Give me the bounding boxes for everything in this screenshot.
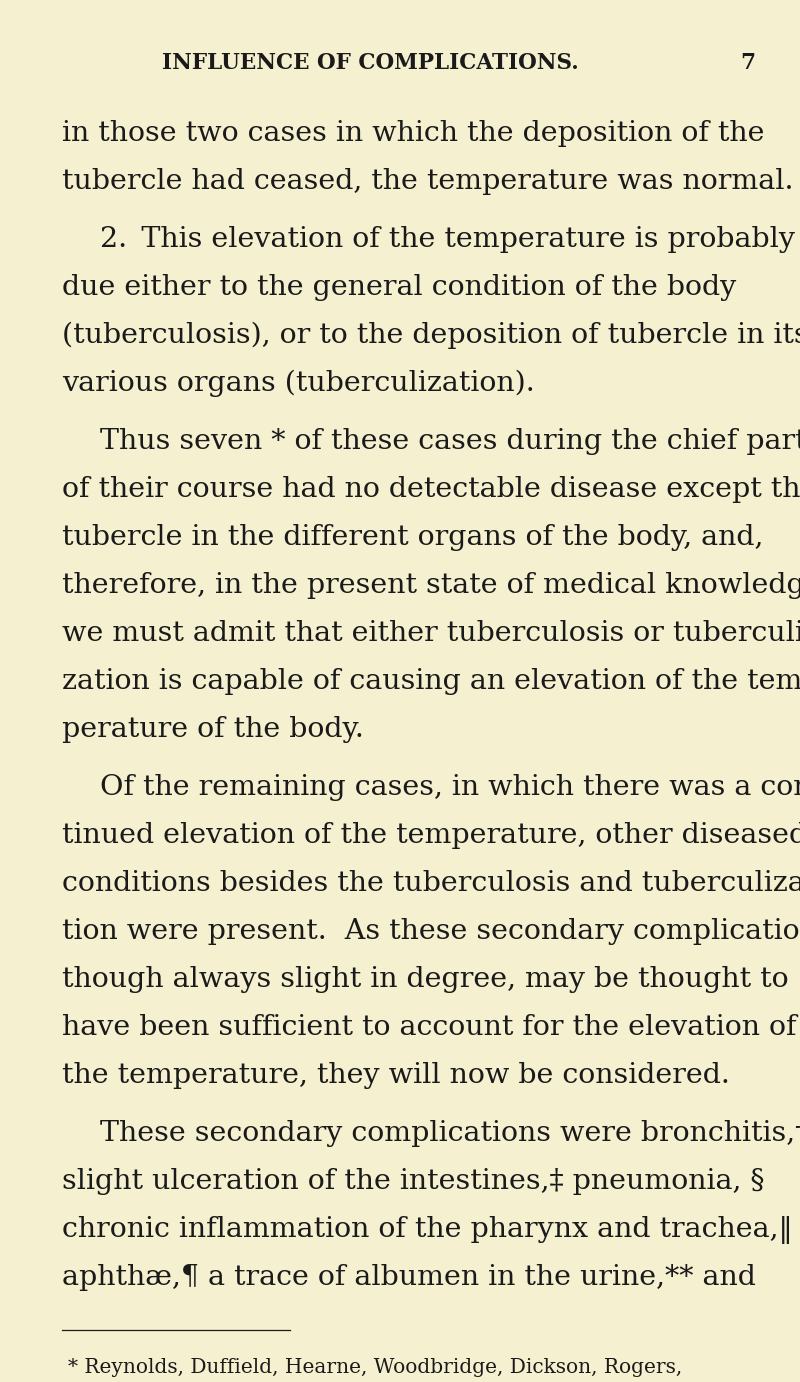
Text: INFLUENCE OF COMPLICATIONS.: INFLUENCE OF COMPLICATIONS.: [162, 53, 578, 75]
Text: tubercle in the different organs of the body, and,: tubercle in the different organs of the …: [62, 524, 763, 551]
Text: various organs (tuberculization).: various organs (tuberculization).: [62, 370, 534, 398]
Text: slight ulceration of the intestines,‡ pneumonia, §: slight ulceration of the intestines,‡ pn…: [62, 1168, 765, 1195]
Text: chronic inflammation of the pharynx and trachea,‖: chronic inflammation of the pharynx and …: [62, 1216, 793, 1244]
Text: in those two cases in which the deposition of the: in those two cases in which the depositi…: [62, 120, 765, 146]
Text: aphthæ,¶ a trace of albumen in the urine,** and: aphthæ,¶ a trace of albumen in the urine…: [62, 1265, 756, 1291]
Text: Thus seven * of these cases during the chief part: Thus seven * of these cases during the c…: [100, 428, 800, 455]
Text: tubercle had ceased, the temperature was normal.: tubercle had ceased, the temperature was…: [62, 169, 794, 195]
Text: we must admit that either tuberculosis or tuberculi-: we must admit that either tuberculosis o…: [62, 621, 800, 647]
Text: 7: 7: [741, 53, 755, 75]
Text: due either to the general condition of the body: due either to the general condition of t…: [62, 274, 736, 301]
Text: perature of the body.: perature of the body.: [62, 716, 364, 744]
Text: (tuberculosis), or to the deposition of tubercle in its: (tuberculosis), or to the deposition of …: [62, 322, 800, 350]
Text: tinued elevation of the temperature, other diseased: tinued elevation of the temperature, oth…: [62, 822, 800, 849]
Text: These secondary complications were bronchitis,†: These secondary complications were bronc…: [100, 1119, 800, 1147]
Text: conditions besides the tuberculosis and tuberculiza-: conditions besides the tuberculosis and …: [62, 871, 800, 897]
Text: 2. This elevation of the temperature is probably: 2. This elevation of the temperature is …: [100, 227, 795, 253]
Text: have been sufficient to account for the elevation of: have been sufficient to account for the …: [62, 1014, 797, 1041]
Text: zation is capable of causing an elevation of the tem-: zation is capable of causing an elevatio…: [62, 668, 800, 695]
Text: tion were present.  As these secondary complications,: tion were present. As these secondary co…: [62, 918, 800, 945]
Text: of their course had no detectable disease except the: of their course had no detectable diseas…: [62, 475, 800, 503]
Text: Of the remaining cases, in which there was a con-: Of the remaining cases, in which there w…: [100, 774, 800, 802]
Text: though always slight in degree, may be thought to: though always slight in degree, may be t…: [62, 966, 789, 994]
Text: therefore, in the present state of medical knowledge,: therefore, in the present state of medic…: [62, 572, 800, 598]
Text: the temperature, they will now be considered.: the temperature, they will now be consid…: [62, 1061, 730, 1089]
Text: * Reynolds, Duffield, Hearne, Woodbridge, Dickson, Rogers,: * Reynolds, Duffield, Hearne, Woodbridge…: [68, 1359, 682, 1376]
